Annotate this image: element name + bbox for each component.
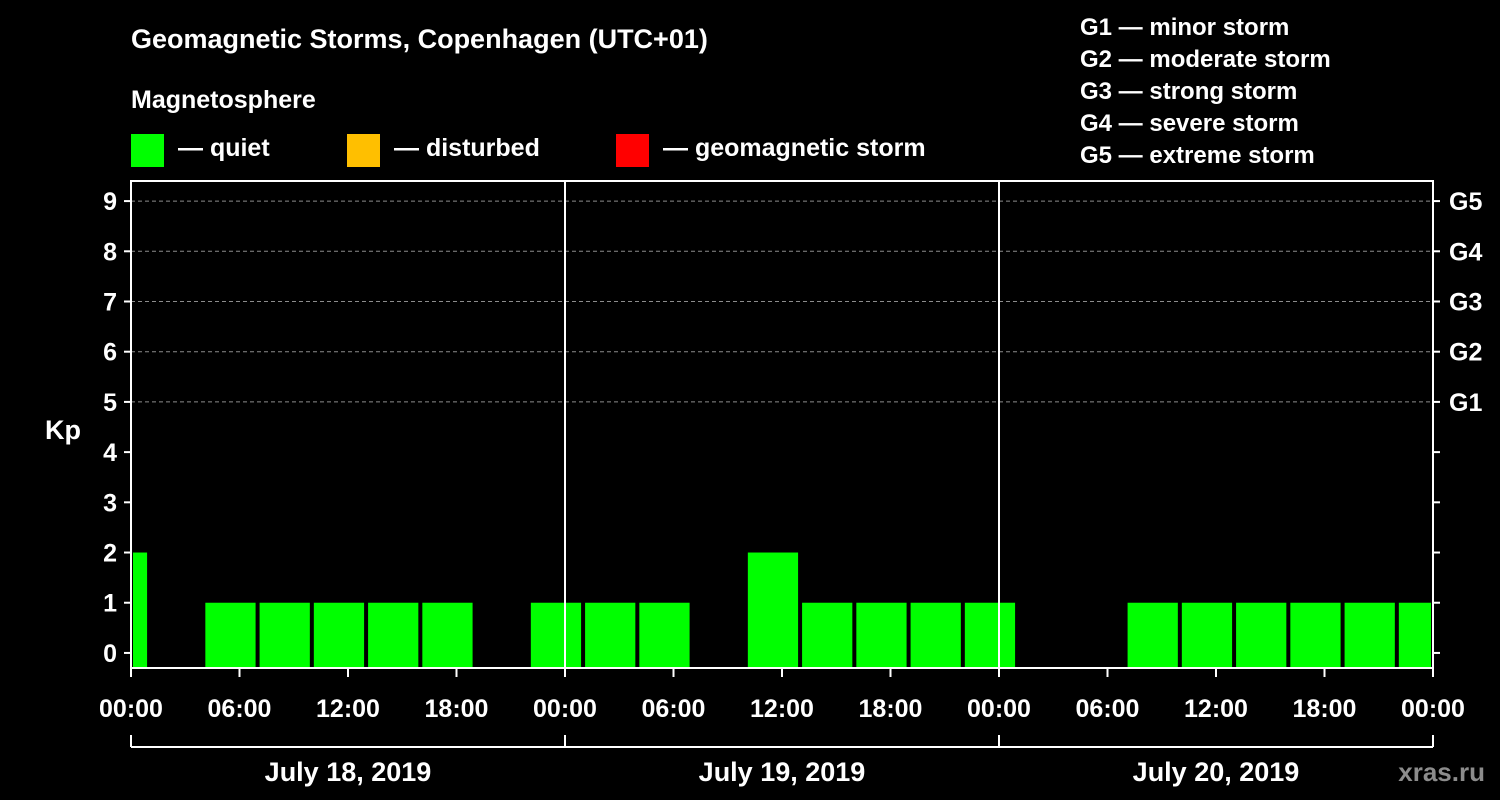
legend-swatch-quiet (131, 134, 164, 167)
y-tick-label-6: 6 (103, 339, 117, 367)
x-tick-label-3: 18:00 (425, 695, 489, 723)
kp-bar-7 (585, 602, 636, 668)
date-label-1: July 19, 2019 (699, 757, 866, 787)
date-label-2: July 20, 2019 (1133, 757, 1300, 787)
y-tick-label-4: 4 (103, 439, 117, 467)
kp-bar-6 (530, 602, 582, 668)
kp-bar-1 (205, 602, 256, 668)
y-tick-label-1: 1 (103, 590, 117, 618)
kp-bar-18 (1344, 602, 1395, 668)
kp-bar-0 (133, 552, 148, 668)
y-tick-label-7: 7 (103, 288, 117, 316)
x-tick-label-2: 12:00 (316, 695, 380, 723)
kp-bar-16 (1236, 602, 1287, 668)
right-tick-label-4: G5 (1449, 188, 1482, 216)
x-tick-label-10: 12:00 (1184, 695, 1248, 723)
y-tick-label-0: 0 (103, 640, 117, 668)
storm-scale-g4: G4 — severe storm (1080, 110, 1299, 137)
legend-label-disturbed: — disturbed (394, 134, 540, 162)
kp-bar-2 (259, 602, 310, 668)
legend-title: Magnetosphere (131, 86, 316, 114)
date-label-0: July 18, 2019 (265, 757, 432, 787)
right-tick-label-1: G2 (1449, 339, 1482, 367)
storm-scale-g1: G1 — minor storm (1080, 14, 1290, 41)
legend-swatch-storm (616, 134, 649, 167)
kp-bar-12 (910, 602, 961, 668)
x-tick-label-12: 00:00 (1401, 695, 1465, 723)
kp-bar-14 (1127, 602, 1178, 668)
x-tick-label-11: 18:00 (1293, 695, 1357, 723)
y-tick-label-9: 9 (103, 188, 117, 216)
x-tick-label-5: 06:00 (642, 695, 706, 723)
kp-bar-17 (1290, 602, 1341, 668)
chart-title: Geomagnetic Storms, Copenhagen (UTC+01) (131, 24, 708, 54)
kp-bar-10 (802, 602, 853, 668)
watermark: xras.ru (1398, 757, 1485, 787)
x-tick-label-9: 06:00 (1076, 695, 1140, 723)
storm-scale-g5: G5 — extreme storm (1080, 142, 1315, 169)
legend-swatch-disturbed (347, 134, 380, 167)
y-tick-label-5: 5 (103, 389, 117, 417)
x-tick-label-6: 12:00 (750, 695, 814, 723)
y-axis-label: Kp (45, 415, 81, 445)
right-tick-label-2: G3 (1449, 288, 1482, 316)
y-tick-label-8: 8 (103, 238, 117, 266)
storm-scale-g3: G3 — strong storm (1080, 78, 1298, 105)
legend-label-quiet: — quiet (178, 134, 270, 162)
right-tick-label-0: G1 (1449, 389, 1482, 417)
kp-bar-11 (856, 602, 907, 668)
x-tick-label-1: 06:00 (208, 695, 272, 723)
kp-bar-13 (964, 602, 1016, 668)
y-tick-label-3: 3 (103, 489, 117, 517)
kp-bar-19 (1398, 602, 1431, 668)
kp-bar-3 (313, 602, 365, 668)
kp-bar-4 (368, 602, 419, 668)
kp-bar-9 (747, 552, 799, 668)
y-tick-label-2: 2 (103, 540, 117, 568)
right-tick-label-3: G4 (1449, 238, 1482, 266)
kp-bar-8 (639, 602, 690, 668)
storm-scale-g2: G2 — moderate storm (1080, 46, 1331, 73)
kp-bar-15 (1181, 602, 1233, 668)
legend-label-storm: — geomagnetic storm (663, 134, 926, 162)
x-tick-label-7: 18:00 (859, 695, 923, 723)
x-tick-label-0: 00:00 (99, 695, 163, 723)
kp-bar-5 (422, 602, 473, 668)
x-tick-label-4: 00:00 (533, 695, 597, 723)
x-tick-label-8: 00:00 (967, 695, 1031, 723)
